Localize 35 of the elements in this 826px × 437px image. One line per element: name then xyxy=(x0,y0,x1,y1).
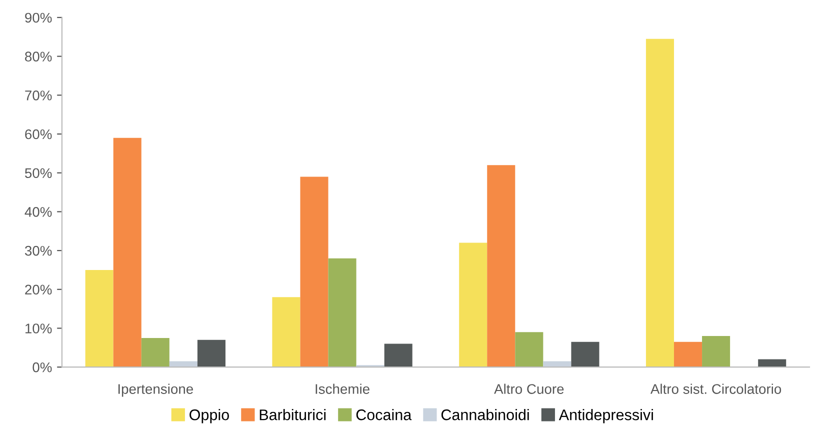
bar xyxy=(384,344,412,368)
x-tick-label: Altro sist. Circolatorio xyxy=(650,384,782,394)
x-tick-label: Ipertensione xyxy=(118,384,193,397)
legend-label: Cocaina xyxy=(356,409,412,420)
legend-label: Antidepressivi xyxy=(558,409,653,424)
y-tick-label: 30% xyxy=(24,246,52,256)
y-tick-label: 70% xyxy=(25,90,52,100)
x-tick-label: Altro Cuore xyxy=(494,384,564,394)
bar xyxy=(197,340,226,368)
y-tick-label: 10% xyxy=(25,324,52,334)
bar xyxy=(674,342,702,368)
bar xyxy=(758,359,786,368)
y-tick-label: 90% xyxy=(25,12,52,23)
y-tick-label: 60% xyxy=(25,129,52,140)
y-tick-label: 40% xyxy=(24,207,52,217)
bar xyxy=(487,165,516,368)
legend-label: Cannabinoidi xyxy=(441,409,529,420)
y-tick-label: 20% xyxy=(25,284,52,295)
bar xyxy=(328,258,356,368)
bar xyxy=(702,336,730,368)
y-tick-label: 80% xyxy=(25,52,52,62)
legend-label: Oppio xyxy=(190,409,229,424)
y-tick-label: 0% xyxy=(32,362,52,372)
bar xyxy=(571,342,600,368)
bar xyxy=(141,338,170,368)
bar xyxy=(300,176,328,368)
bar xyxy=(85,270,114,368)
bar xyxy=(113,138,142,368)
bar xyxy=(646,38,674,368)
bar xyxy=(515,332,544,368)
x-tick-label: Ischemie xyxy=(316,384,370,394)
legend-label: Barbiturici xyxy=(260,409,326,420)
bar xyxy=(459,242,488,368)
y-tick-label: 50% xyxy=(24,168,52,178)
bar xyxy=(272,297,300,368)
